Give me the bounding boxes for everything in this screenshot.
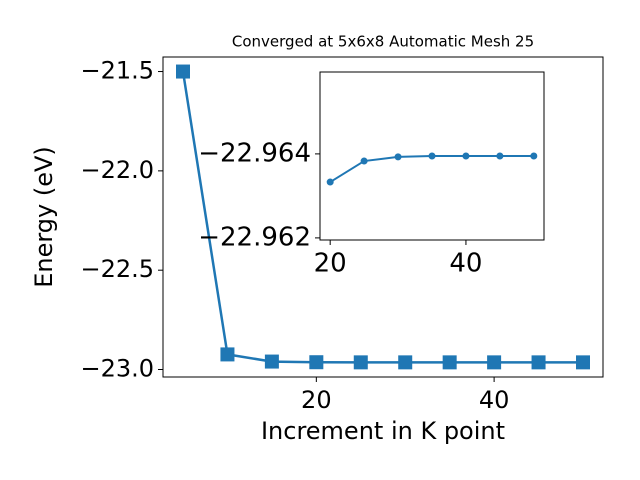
y-tick-label: −22.0 xyxy=(80,156,154,184)
y-tick-label: −22.964 xyxy=(198,138,311,168)
x-tick-label: 20 xyxy=(314,249,347,279)
axes-frame xyxy=(162,56,604,378)
y-tick-label: −22.962 xyxy=(198,222,311,252)
data-marker xyxy=(394,153,402,161)
data-marker xyxy=(442,355,457,370)
data-marker xyxy=(326,178,334,186)
data-marker xyxy=(176,64,190,79)
data-marker xyxy=(462,152,470,160)
data-marker xyxy=(353,355,368,370)
data-marker xyxy=(398,355,413,370)
x-tick-label: 40 xyxy=(449,249,482,279)
data-line xyxy=(181,71,583,364)
x-axis-label: Increment in K point xyxy=(261,417,505,445)
y-tick-label: −21.5 xyxy=(80,57,154,85)
data-marker xyxy=(220,347,235,362)
data-marker xyxy=(360,157,368,165)
data-marker xyxy=(531,355,546,370)
y-axis-label: Energy (eV) xyxy=(30,146,58,288)
data-marker xyxy=(576,355,590,370)
data-marker xyxy=(428,152,436,160)
data-marker xyxy=(309,355,324,370)
data-marker xyxy=(487,355,502,370)
y-tick-label: −23.0 xyxy=(80,355,154,383)
data-marker xyxy=(496,152,504,160)
x-tick-label: 20 xyxy=(301,386,332,414)
chart-title: Converged at 5x6x8 Automatic Mesh 25 xyxy=(232,33,534,51)
data-marker xyxy=(530,152,538,160)
x-tick-label: 40 xyxy=(479,386,510,414)
data-marker xyxy=(264,354,279,369)
y-tick-label: −22.5 xyxy=(80,255,154,283)
axes-frame xyxy=(319,71,545,241)
